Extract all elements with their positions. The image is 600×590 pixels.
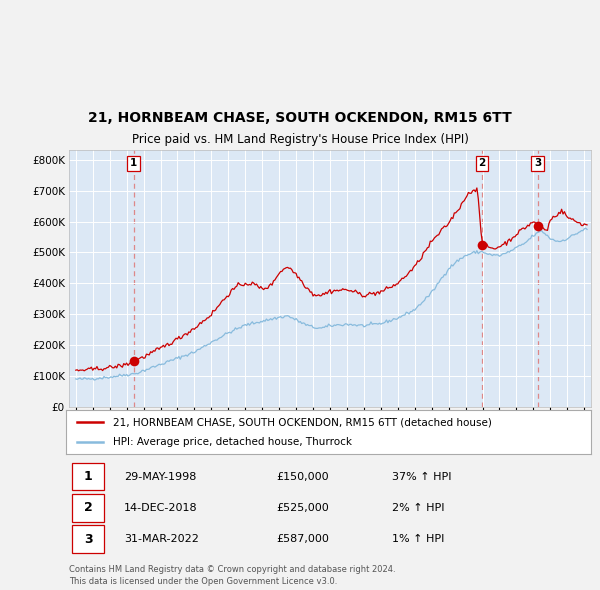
FancyBboxPatch shape bbox=[73, 494, 104, 522]
FancyBboxPatch shape bbox=[73, 463, 104, 490]
FancyBboxPatch shape bbox=[73, 525, 104, 553]
Text: 14-DEC-2018: 14-DEC-2018 bbox=[124, 503, 197, 513]
Text: 2% ↑ HPI: 2% ↑ HPI bbox=[392, 503, 444, 513]
Text: 21, HORNBEAM CHASE, SOUTH OCKENDON, RM15 6TT (detached house): 21, HORNBEAM CHASE, SOUTH OCKENDON, RM15… bbox=[113, 418, 492, 427]
Text: 29-MAY-1998: 29-MAY-1998 bbox=[124, 472, 196, 481]
Text: 2: 2 bbox=[83, 502, 92, 514]
Text: Price paid vs. HM Land Registry's House Price Index (HPI): Price paid vs. HM Land Registry's House … bbox=[131, 133, 469, 146]
Text: 1: 1 bbox=[83, 470, 92, 483]
Text: 2: 2 bbox=[478, 158, 485, 168]
Text: £587,000: £587,000 bbox=[276, 534, 329, 544]
Text: This data is licensed under the Open Government Licence v3.0.: This data is licensed under the Open Gov… bbox=[69, 576, 337, 586]
Text: £150,000: £150,000 bbox=[276, 472, 329, 481]
Text: 3: 3 bbox=[84, 533, 92, 546]
Text: 31-MAR-2022: 31-MAR-2022 bbox=[124, 534, 199, 544]
Text: HPI: Average price, detached house, Thurrock: HPI: Average price, detached house, Thur… bbox=[113, 437, 352, 447]
Text: 1% ↑ HPI: 1% ↑ HPI bbox=[392, 534, 444, 544]
Text: £525,000: £525,000 bbox=[276, 503, 329, 513]
Text: 3: 3 bbox=[534, 158, 541, 168]
Text: 37% ↑ HPI: 37% ↑ HPI bbox=[392, 472, 451, 481]
Text: Contains HM Land Registry data © Crown copyright and database right 2024.: Contains HM Land Registry data © Crown c… bbox=[69, 565, 395, 574]
Text: 1: 1 bbox=[130, 158, 137, 168]
Text: 21, HORNBEAM CHASE, SOUTH OCKENDON, RM15 6TT: 21, HORNBEAM CHASE, SOUTH OCKENDON, RM15… bbox=[88, 111, 512, 125]
